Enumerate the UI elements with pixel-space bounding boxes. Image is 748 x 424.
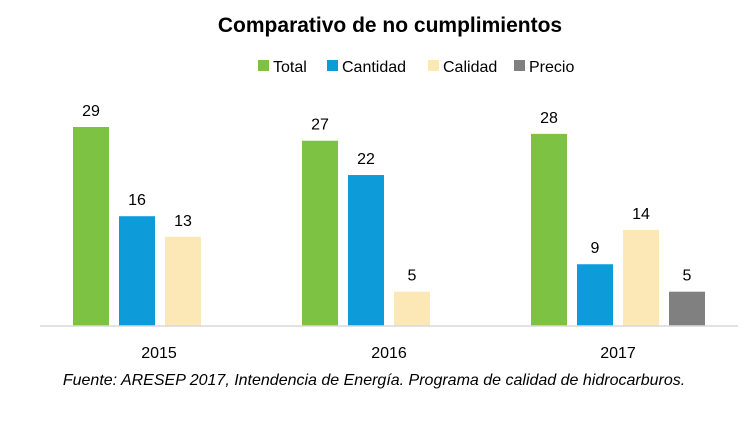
bar-total-2015 bbox=[73, 127, 109, 326]
source-note: Fuente: ARESEP 2017, Intendencia de Ener… bbox=[62, 372, 686, 389]
bar-cantidad-2017 bbox=[577, 264, 613, 326]
data-label-cantidad-2015: 16 bbox=[128, 192, 146, 209]
x-tick-label-2016: 2016 bbox=[371, 345, 407, 362]
bar-group-2015: 29 16 13 bbox=[73, 103, 201, 326]
bar-precio-2017 bbox=[669, 291, 705, 326]
bar-calidad-2015 bbox=[165, 236, 201, 326]
legend-swatch-total bbox=[258, 60, 269, 71]
data-label-cantidad-2016: 22 bbox=[357, 151, 375, 168]
bar-total-2016 bbox=[302, 140, 338, 326]
bar-calidad-2017 bbox=[623, 229, 659, 326]
bar-cantidad-2015 bbox=[119, 216, 155, 326]
legend-label-precio: Precio bbox=[529, 59, 574, 76]
x-tick-label-2017: 2017 bbox=[600, 345, 636, 362]
bar-total-2017 bbox=[531, 133, 567, 326]
chart-legend: Total Cantidad Calidad Precio bbox=[258, 59, 574, 76]
data-label-total-2016: 27 bbox=[311, 117, 329, 134]
data-label-total-2015: 29 bbox=[82, 103, 100, 120]
legend-label-calidad: Calidad bbox=[443, 59, 497, 76]
legend-label-total: Total bbox=[273, 59, 307, 76]
legend-swatch-cantidad bbox=[327, 60, 338, 71]
data-label-precio-2017: 5 bbox=[683, 268, 692, 285]
legend-label-cantidad: Cantidad bbox=[342, 59, 406, 76]
bar-group-2017: 28 9 14 5 bbox=[531, 110, 705, 326]
data-label-calidad-2016: 5 bbox=[408, 268, 417, 285]
chart-title: Comparativo de no cumplimientos bbox=[218, 14, 562, 37]
data-label-cantidad-2017: 9 bbox=[591, 240, 600, 257]
x-tick-label-2015: 2015 bbox=[141, 345, 177, 362]
bar-groups: 29 16 13 27 22 5 28 9 14 5 bbox=[73, 103, 705, 326]
bar-group-2016: 27 22 5 bbox=[302, 117, 430, 326]
x-axis-ticks: 2015 2016 2017 bbox=[141, 345, 636, 362]
legend-swatch-calidad bbox=[428, 60, 439, 71]
legend-swatch-precio bbox=[514, 60, 525, 71]
data-label-calidad-2015: 13 bbox=[174, 213, 192, 230]
data-label-total-2017: 28 bbox=[540, 110, 558, 127]
data-label-calidad-2017: 14 bbox=[632, 206, 650, 223]
bar-cantidad-2016 bbox=[348, 175, 384, 326]
bar-calidad-2016 bbox=[394, 291, 430, 326]
